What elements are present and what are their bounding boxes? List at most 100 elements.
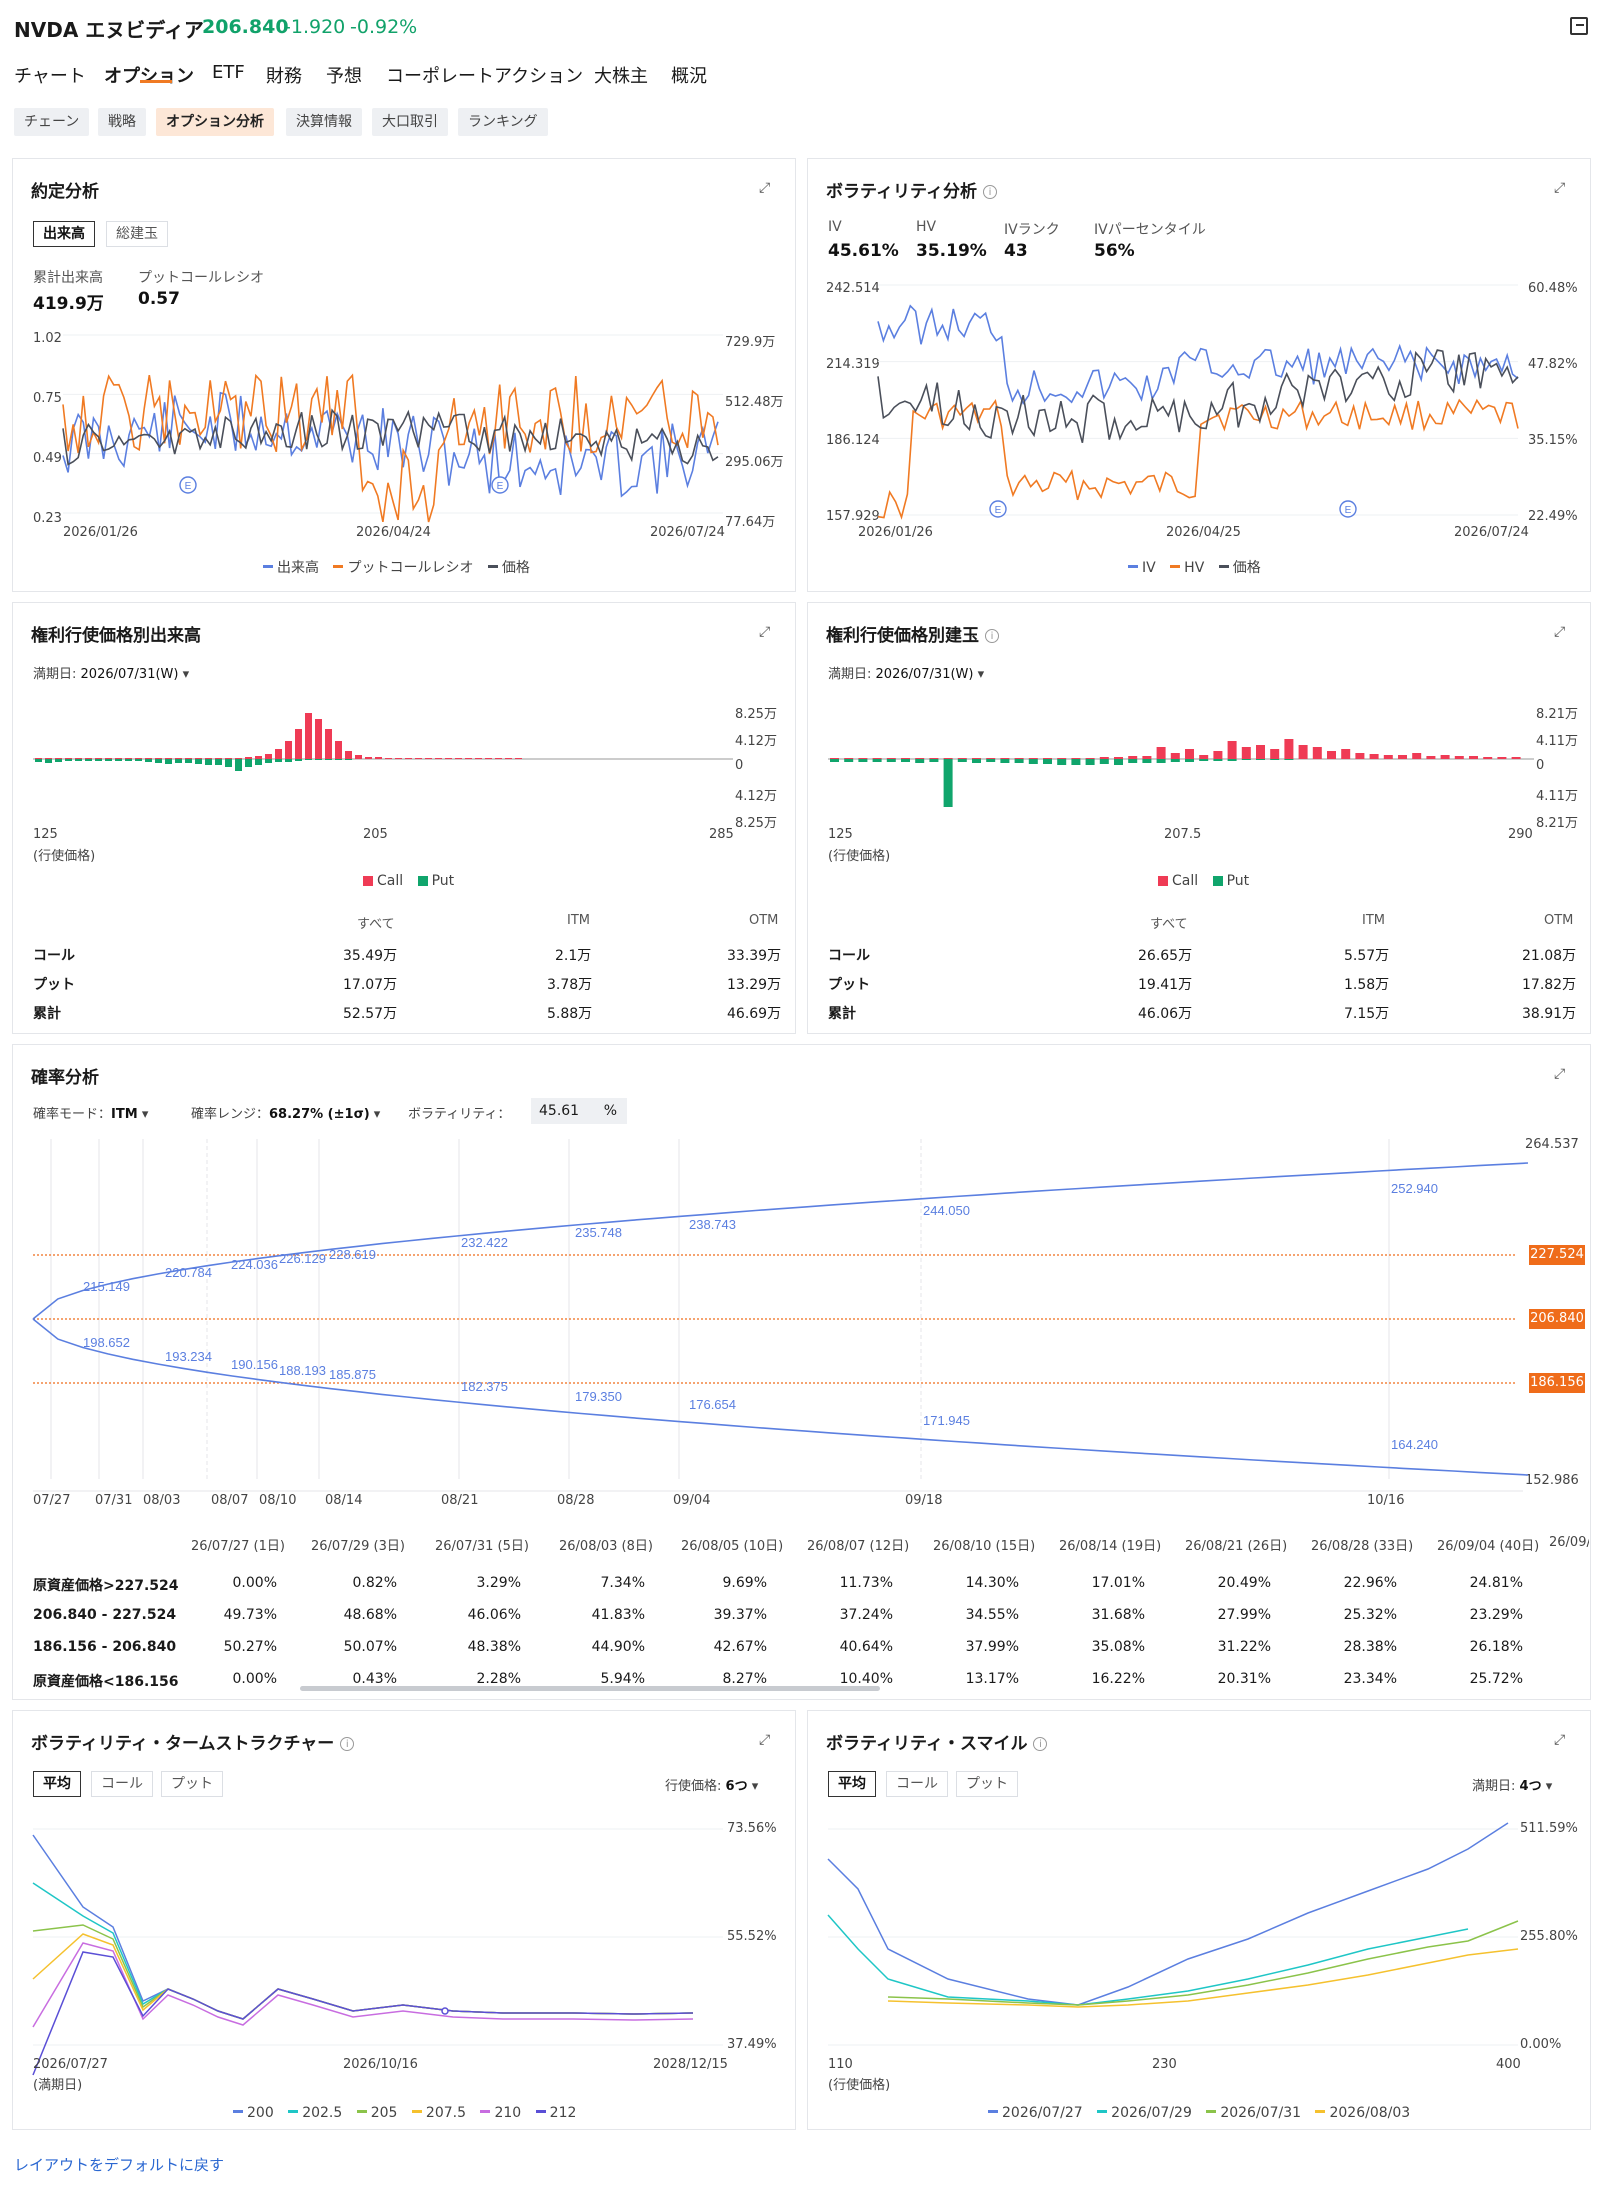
col-header-itm: ITM xyxy=(1362,913,1385,928)
call-bar xyxy=(1071,758,1081,759)
put-bar xyxy=(195,759,202,764)
call-bar xyxy=(1114,757,1123,759)
call-bar xyxy=(1341,749,1351,759)
volatility-smile-chart xyxy=(827,1822,1519,2046)
volatility-input[interactable]: 45.61 % xyxy=(531,1098,627,1124)
legend-item: 212 xyxy=(549,2105,577,2121)
panel-title: ボラティリティ・スマイル i xyxy=(826,1729,1048,1754)
right-axis-tick: 255.80% xyxy=(1520,1929,1578,1944)
right-axis-tick: 8.21万 xyxy=(1536,707,1578,722)
legend-volume: 出来高 xyxy=(277,560,319,576)
chevron-down-icon: ▾ xyxy=(182,667,190,682)
strike-selector[interactable]: 行使価格: 6つ ▾ xyxy=(665,1775,758,1794)
put-bar xyxy=(1227,759,1237,761)
call-bar xyxy=(45,758,52,759)
expiry-selector[interactable]: 満期日: 2026/07/31(W) ▾ xyxy=(828,663,984,682)
put-toggle[interactable]: プット xyxy=(956,1771,1018,1797)
expiry-selector[interactable]: 満期日: 4つ ▾ xyxy=(1472,1775,1552,1794)
subtab-ranking[interactable]: ランキング xyxy=(458,108,548,136)
subtab-strategy[interactable]: 戦略 xyxy=(98,108,146,136)
x-axis-tick: 2026/04/24 xyxy=(356,525,431,540)
prob-cell: 48.68% xyxy=(343,1607,397,1623)
tab-overview[interactable]: 概況 xyxy=(671,66,707,87)
info-icon[interactable]: i xyxy=(985,629,999,643)
strike-oi-legend: Call Put xyxy=(1148,873,1249,889)
info-icon[interactable]: i xyxy=(982,185,997,199)
call-bar xyxy=(245,757,252,759)
expand-icon[interactable]: ⤢ xyxy=(1554,1732,1566,1748)
term-structure-panel: ボラティリティ・タームストラクチャー i ⤢ 平均 コール プット 行使価格: 6… xyxy=(12,1710,796,2130)
call-bar xyxy=(95,758,102,759)
volume-toggle[interactable]: 出来高 xyxy=(33,221,95,247)
x-axis-tick: 125 xyxy=(33,827,58,842)
expiry-selector[interactable]: 満期日: 2026/07/31(W) ▾ xyxy=(33,663,189,682)
call-bar xyxy=(1170,753,1180,759)
tab-major-holders[interactable]: 大株主 xyxy=(594,66,648,87)
call-bar xyxy=(135,758,142,759)
x-axis-caption: (行使価格) xyxy=(828,849,891,864)
subtab-chain[interactable]: チェーン xyxy=(14,108,90,136)
prob-cell: 39.37% xyxy=(713,1607,767,1623)
table-horizontal-scrollbar[interactable] xyxy=(300,1686,880,1691)
average-toggle[interactable]: 平均 xyxy=(33,1771,81,1797)
tab-chart[interactable]: チャート xyxy=(14,66,86,87)
call-bar xyxy=(385,758,392,759)
call-bar xyxy=(1284,739,1294,759)
average-toggle[interactable]: 平均 xyxy=(828,1771,876,1797)
put-bar xyxy=(55,759,62,762)
tab-forecast[interactable]: 予想 xyxy=(326,66,362,87)
subtab-options-analysis[interactable]: オプション分析 xyxy=(156,108,274,136)
put-bar xyxy=(335,759,342,760)
lower-price-tag: 186.156 xyxy=(1529,1373,1585,1393)
cell: 46.06万 xyxy=(1138,1006,1193,1022)
right-axis-tick: 152.986 xyxy=(1525,1473,1579,1488)
put-bar xyxy=(1043,759,1052,764)
call-bar xyxy=(1440,755,1450,759)
prob-mode-selector[interactable]: 確率モード：ITM ▾ xyxy=(33,1103,148,1122)
call-bar xyxy=(195,758,202,759)
put-bar xyxy=(205,759,212,765)
put-bar xyxy=(145,759,152,762)
tab-options[interactable]: オプション xyxy=(104,66,194,87)
current-price-tag: 206.840 xyxy=(1529,1309,1585,1329)
expand-icon[interactable]: ⤢ xyxy=(759,624,771,640)
call-bar xyxy=(75,758,82,759)
expand-icon[interactable]: ⤢ xyxy=(759,1732,771,1748)
open-interest-toggle[interactable]: 総建玉 xyxy=(106,221,168,247)
prob-cell: 0.82% xyxy=(352,1575,397,1591)
reset-layout-link[interactable]: レイアウトをデフォルトに戻す xyxy=(14,2156,225,2174)
expand-icon[interactable]: ⤢ xyxy=(1554,624,1566,640)
right-axis-tick: 4.12万 xyxy=(735,789,777,804)
call-bar xyxy=(155,758,162,759)
term-line xyxy=(32,1882,694,2020)
earnings-marker-label: E xyxy=(185,481,192,492)
tab-etf[interactable]: ETF xyxy=(212,62,245,83)
expand-icon[interactable]: ⤢ xyxy=(1554,180,1566,196)
call-bar xyxy=(1327,751,1336,759)
put-toggle[interactable]: プット xyxy=(161,1771,223,1797)
right-axis-tick: 0.00% xyxy=(1520,2037,1562,2052)
subtab-block-trades[interactable]: 大口取引 xyxy=(372,108,448,136)
tab-financials[interactable]: 財務 xyxy=(266,66,302,87)
call-toggle[interactable]: コール xyxy=(886,1771,948,1797)
prob-range-selector[interactable]: 確率レンジ：68.27% (±1σ) ▾ xyxy=(191,1103,380,1122)
info-icon[interactable]: i xyxy=(1033,1737,1048,1751)
call-bar xyxy=(1213,751,1223,759)
call-bar xyxy=(872,758,882,759)
call-bar xyxy=(1014,758,1024,759)
expand-icon[interactable]: ⤢ xyxy=(759,180,771,196)
call-bar xyxy=(475,758,482,759)
tab-corporate-action[interactable]: コーポレートアクション xyxy=(386,66,584,87)
put-bar xyxy=(1256,759,1265,760)
put-bar xyxy=(1284,759,1294,760)
info-icon[interactable]: i xyxy=(340,1737,355,1751)
x-axis-tick: 230 xyxy=(1152,2057,1177,2072)
call-bar xyxy=(1085,758,1095,759)
exit-icon[interactable] xyxy=(1570,17,1588,35)
call-toggle[interactable]: コール xyxy=(91,1771,153,1797)
earnings-marker xyxy=(491,476,509,494)
subtab-earnings[interactable]: 決算情報 xyxy=(286,108,362,136)
chevron-down-icon: ▾ xyxy=(1545,1779,1553,1794)
expand-icon[interactable]: ⤢ xyxy=(1554,1066,1566,1082)
